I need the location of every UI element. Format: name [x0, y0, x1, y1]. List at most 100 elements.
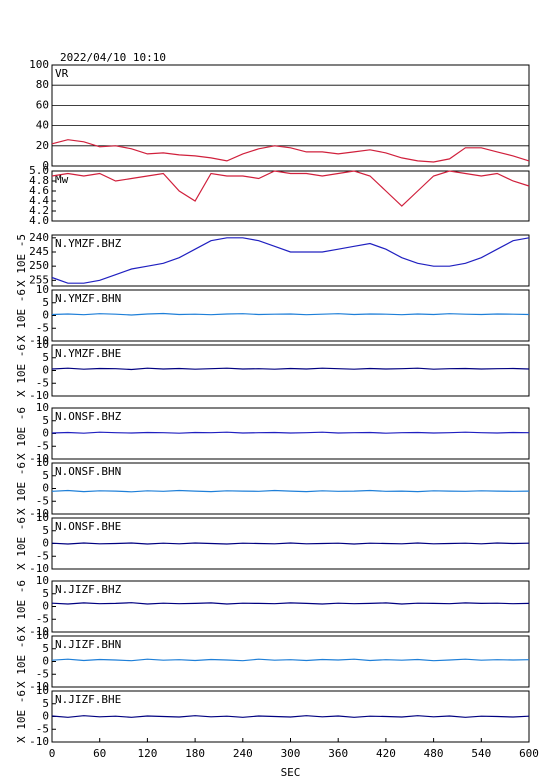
panel-frame	[51, 635, 530, 688]
y-tick-label: 240	[29, 231, 49, 244]
y-tick-label: 0	[42, 537, 49, 550]
y-tick-label: -5	[36, 612, 49, 625]
y-tick-label: 5	[42, 414, 49, 427]
x-tick-label: 420	[376, 747, 396, 760]
y-tick-label: -10	[29, 334, 49, 347]
y-axis-label: X 10E -6	[15, 344, 28, 397]
y-tick-label: 10	[36, 401, 49, 414]
y-tick-label: 0	[42, 364, 49, 377]
y-tick-label: 80	[36, 78, 49, 91]
panel-frame	[51, 234, 530, 287]
panel-label: N.YMZF.BHN	[55, 292, 121, 305]
trace	[51, 715, 530, 718]
y-tick-label: 0	[42, 309, 49, 322]
panel-label: N.ONSF.BHE	[55, 520, 121, 533]
panel-frame	[51, 64, 530, 167]
y-axis-label: X 10E -6	[15, 635, 28, 688]
y-tick-label: -10	[29, 507, 49, 520]
x-tick-label: 360	[328, 747, 348, 760]
y-tick-label: 0	[42, 482, 49, 495]
trace	[51, 542, 530, 545]
trace	[51, 658, 530, 662]
trace	[51, 237, 530, 284]
y-tick-label: 0	[42, 600, 49, 613]
y-tick-label: 4.2	[29, 204, 49, 217]
panel-label: N.JIZF.BHN	[55, 638, 121, 651]
trace	[51, 489, 530, 493]
x-tick-label: 540	[471, 747, 491, 760]
y-tick-label: -10	[29, 452, 49, 465]
y-axis-label: X 10E -6	[15, 517, 28, 570]
y-tick-label: 245	[29, 245, 49, 258]
panel-frame	[51, 462, 530, 515]
y-tick-label: 40	[36, 119, 49, 132]
y-tick-label: 4.0	[29, 214, 49, 227]
y-tick-label: -5	[36, 494, 49, 507]
panel-label: VR	[55, 67, 69, 80]
y-tick-label: -10	[29, 680, 49, 693]
y-axis-label: X 10E -6	[15, 289, 28, 342]
y-tick-label: 5	[42, 469, 49, 482]
panel-label: N.YMZF.BHE	[55, 347, 121, 360]
y-axis-label: X 10E -6	[15, 580, 28, 633]
trace	[51, 170, 530, 207]
panel-frame	[51, 344, 530, 397]
y-tick-label: 5	[42, 697, 49, 710]
y-tick-label: 10	[36, 574, 49, 587]
x-tick-label: 60	[93, 747, 106, 760]
y-tick-label: 0	[42, 159, 49, 172]
y-tick-label: -10	[29, 735, 49, 748]
x-axis-label: SEC	[281, 766, 301, 779]
y-tick-label: -5	[36, 376, 49, 389]
y-tick-label: -5	[36, 321, 49, 334]
trace	[51, 602, 530, 605]
y-tick-label: 10	[36, 511, 49, 524]
panel-label: N.YMZF.BHZ	[55, 237, 122, 250]
y-tick-label: 4.8	[29, 174, 49, 187]
y-tick-label: -5	[36, 722, 49, 735]
x-tick-label: 600	[519, 747, 539, 760]
y-tick-label: -5	[36, 439, 49, 452]
timestamp: 2022/04/10 10:10	[60, 51, 166, 64]
y-tick-label: -5	[36, 667, 49, 680]
y-tick-label: 0	[42, 710, 49, 723]
y-tick-label: 60	[36, 98, 49, 111]
panel-label: N.JIZF.BHZ	[55, 583, 122, 596]
y-tick-label: 0	[42, 655, 49, 668]
y-tick-label: 0	[42, 427, 49, 440]
trace	[51, 431, 530, 434]
panel-frame	[51, 289, 530, 342]
y-tick-label: 100	[29, 58, 49, 71]
y-tick-label: 5	[42, 524, 49, 537]
y-tick-label: -10	[29, 562, 49, 575]
y-tick-label: 4.4	[29, 194, 49, 207]
y-axis-label: X 10E -6	[15, 462, 28, 515]
y-tick-label: 5	[42, 351, 49, 364]
x-tick-label: 0	[49, 747, 56, 760]
panel-frame	[51, 170, 530, 222]
y-axis-label: X 10E -6	[15, 407, 28, 460]
x-tick-label: 240	[233, 747, 253, 760]
y-tick-label: 4.6	[29, 184, 49, 197]
y-tick-label: 5.0	[29, 164, 49, 177]
y-tick-label: 10	[36, 338, 49, 351]
x-tick-label: 300	[281, 747, 301, 760]
y-tick-label: 10	[36, 456, 49, 469]
y-axis-label: X 10E -5	[15, 234, 28, 287]
trace	[51, 367, 530, 371]
x-tick-label: 480	[424, 747, 444, 760]
panel-label: N.JIZF.BHE	[55, 693, 121, 706]
x-tick-label: 180	[185, 747, 205, 760]
y-tick-label: 20	[36, 139, 49, 152]
y-tick-label: 255	[29, 273, 49, 286]
panel-label: N.ONSF.BHN	[55, 465, 121, 478]
y-tick-label: -10	[29, 625, 49, 638]
y-tick-label: -10	[29, 389, 49, 402]
y-tick-label: -5	[36, 549, 49, 562]
trace	[51, 312, 530, 316]
y-tick-label: 5	[42, 587, 49, 600]
y-tick-label: 10	[36, 283, 49, 296]
panel-label: N.ONSF.BHZ	[55, 410, 122, 423]
